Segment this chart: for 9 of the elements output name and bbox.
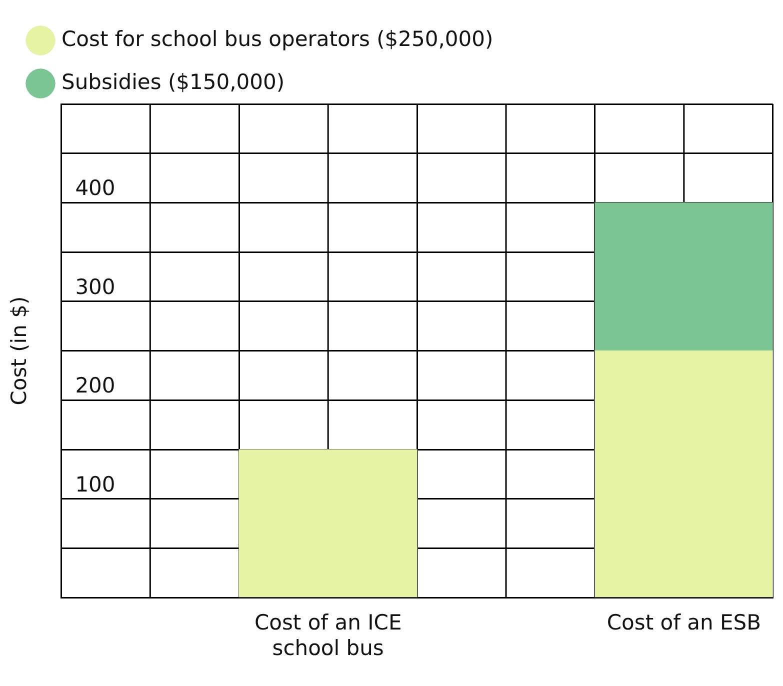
legend-label: Cost for school bus operators ($250,000) — [62, 26, 494, 51]
legend-label: Subsidies ($150,000) — [62, 70, 285, 94]
x-tick-label: Cost of an ICE school bus — [254, 610, 402, 660]
y-tick-label: 400 — [75, 176, 116, 200]
y-axis-title: Cost (in $) — [7, 296, 32, 406]
y-tick-label: 300 — [75, 274, 116, 299]
x-tick-label: Cost of an ESB — [606, 610, 761, 635]
y-tick-label: 200 — [75, 374, 116, 398]
y-tick-label: 100 — [75, 472, 116, 496]
